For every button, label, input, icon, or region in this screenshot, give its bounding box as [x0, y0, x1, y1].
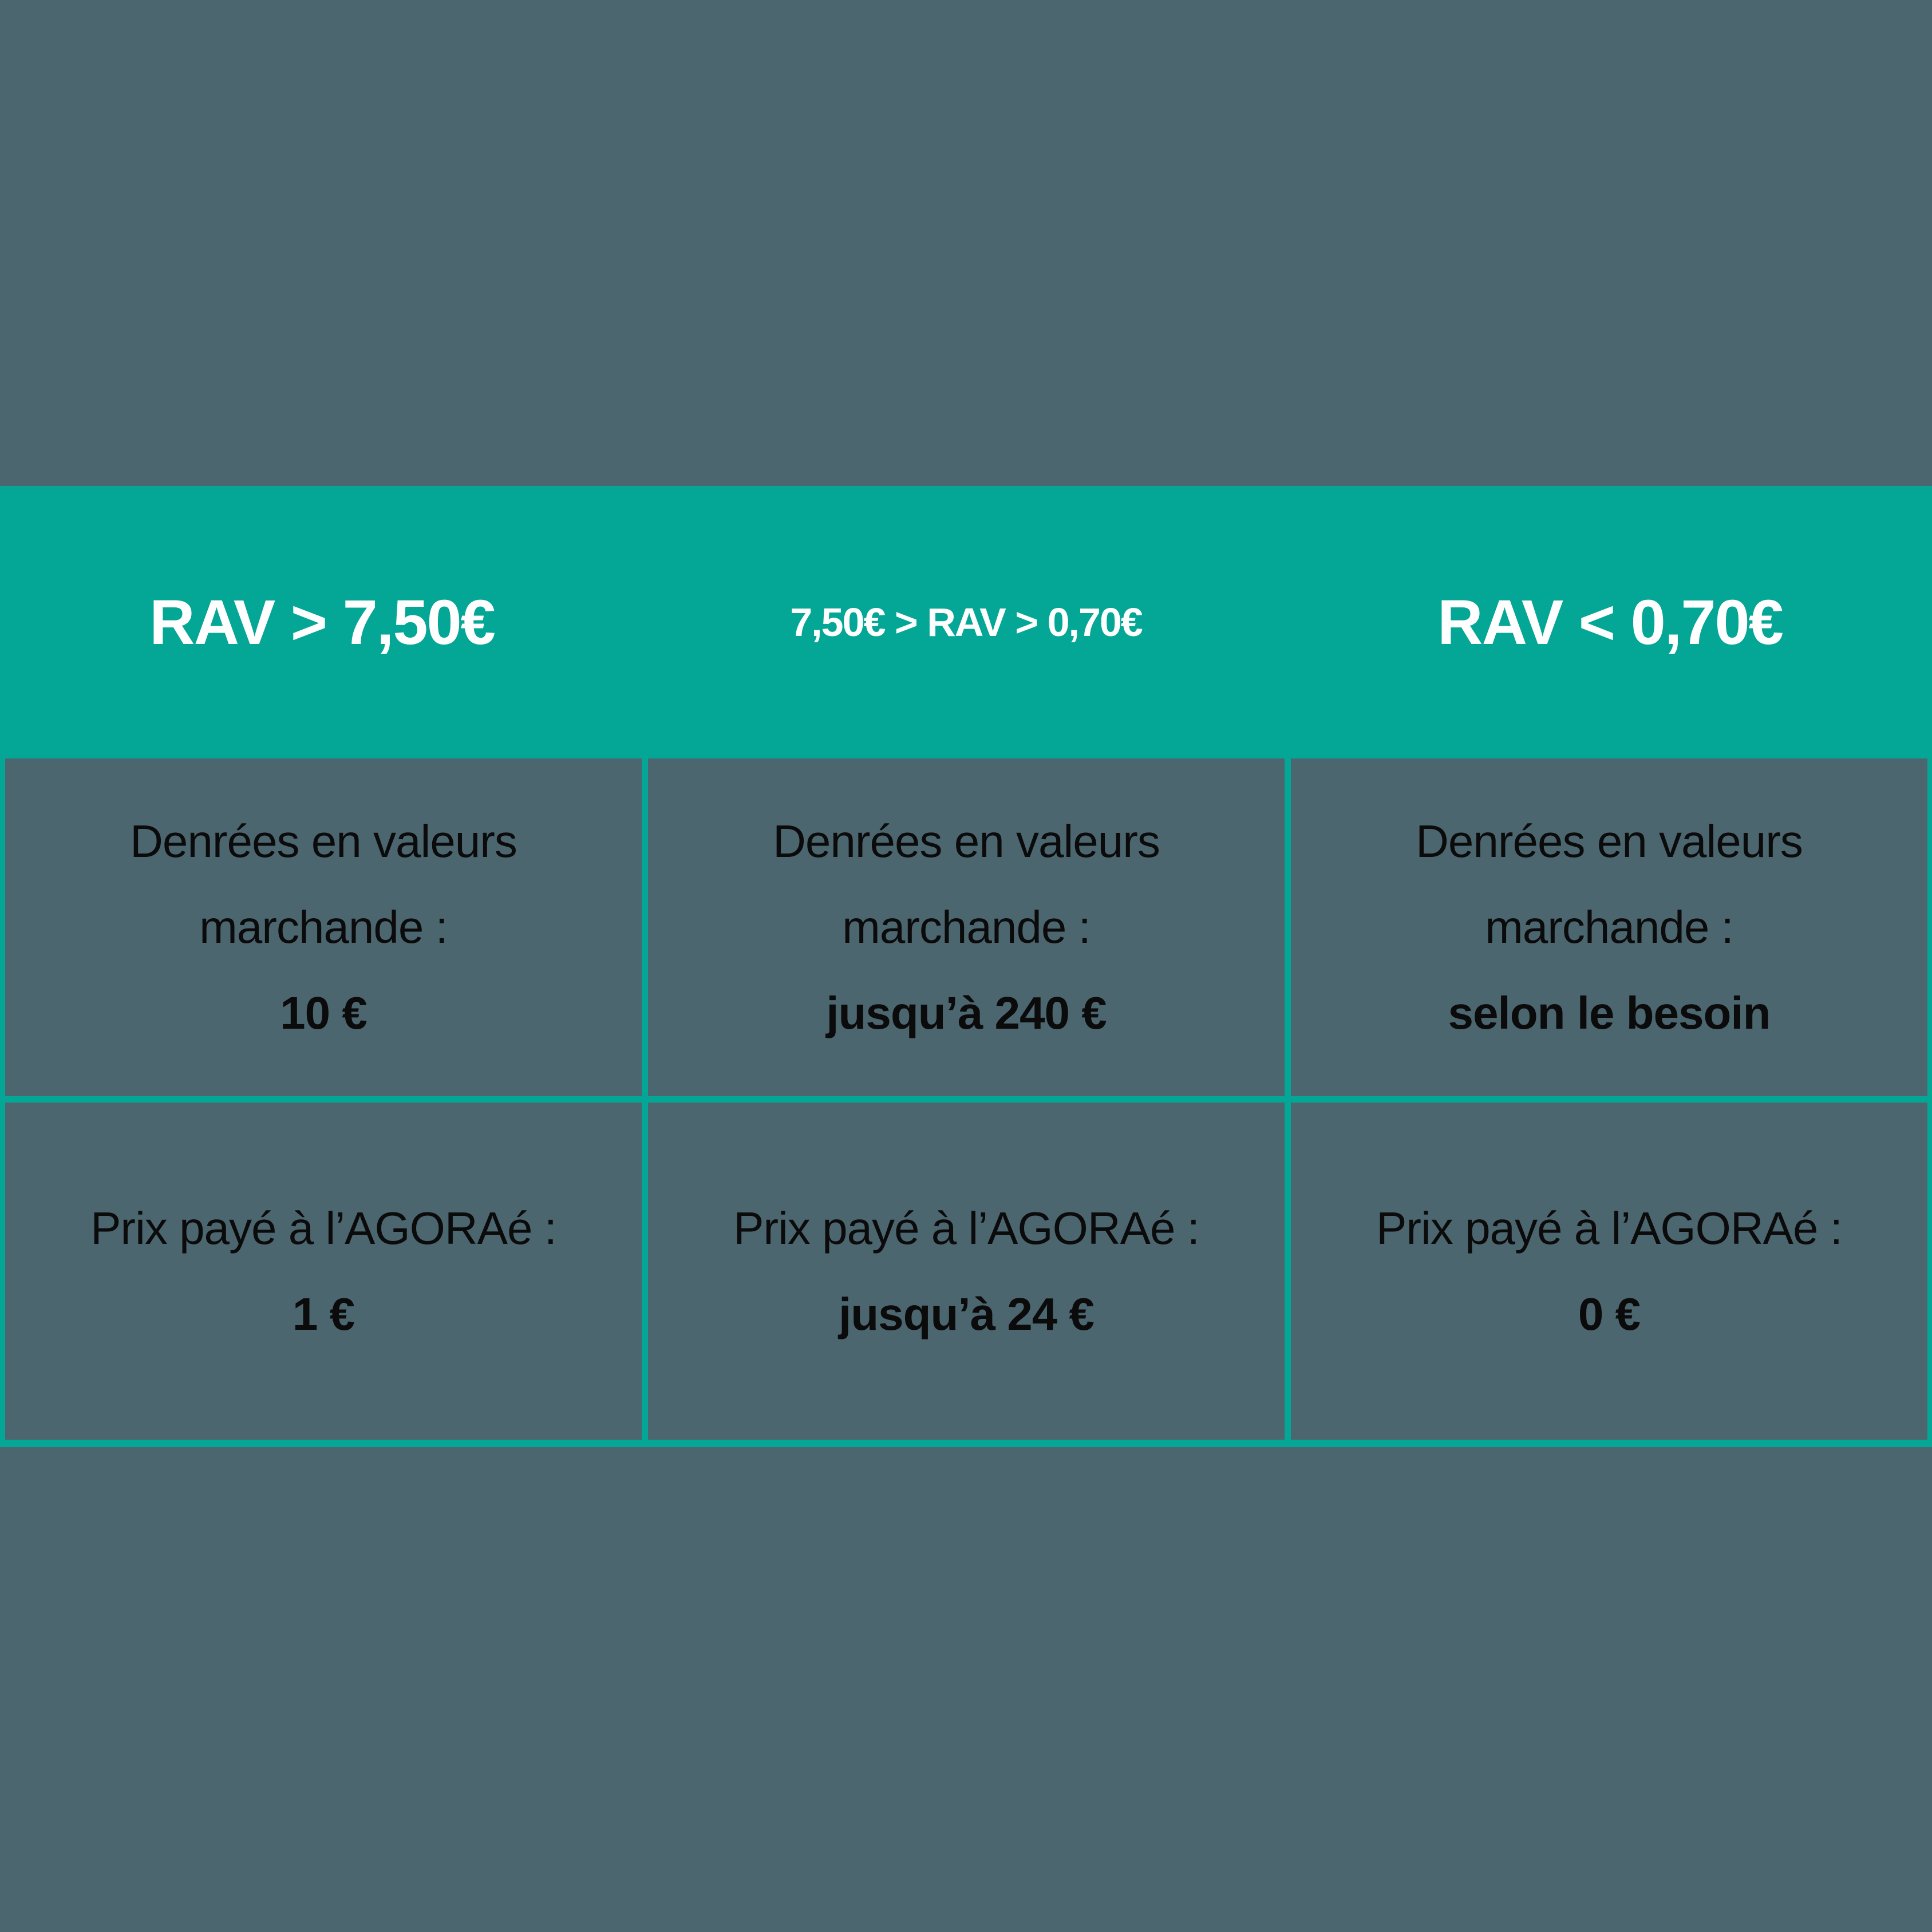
header-col-rav-high: RAV > 7,50€ — [149, 587, 496, 658]
cell-denrees-col1: Denrées en valeurs marchande : 10 € — [5, 758, 642, 1096]
cell-value: 0 € — [1578, 1288, 1641, 1340]
table-body: Denrées en valeurs marchande : 10 € Denr… — [0, 758, 1932, 1447]
cell-denrees-col3: Denrées en valeurs marchande : selon le … — [1291, 758, 1927, 1096]
cell-prix-col1: Prix payé à l’AGORAé : 1 € — [5, 1103, 642, 1440]
cell-line: Denrées en valeurs — [1416, 816, 1803, 867]
cell-value: selon le besoin — [1448, 987, 1771, 1038]
header-col-rav-low: RAV < 0,70€ — [1437, 587, 1784, 658]
cell-value: jusqu’à 24 € — [839, 1288, 1095, 1340]
cell-prix-col3: Prix payé à l’AGORAé : 0 € — [1291, 1103, 1927, 1440]
header-col-rav-mid: 7,50€ > RAV > 0,70€ — [790, 600, 1143, 645]
cell-line: Denrées en valeurs — [130, 816, 517, 867]
cell-value: jusqu’à 240 € — [826, 987, 1107, 1038]
cell-line: Prix payé à l’AGORAé : — [90, 1202, 557, 1254]
cell-line: Prix payé à l’AGORAé : — [733, 1202, 1200, 1254]
cell-line: marchande : — [199, 902, 448, 953]
cell-denrees-col2: Denrées en valeurs marchande : jusqu’à 2… — [648, 758, 1285, 1096]
cell-line: Prix payé à l’AGORAé : — [1376, 1202, 1843, 1254]
cell-value: 10 € — [280, 987, 368, 1038]
cell-prix-col2: Prix payé à l’AGORAé : jusqu’à 24 € — [648, 1103, 1285, 1440]
table-header-row: RAV > 7,50€ 7,50€ > RAV > 0,70€ RAV < 0,… — [0, 486, 1932, 758]
cell-line: Denrées en valeurs — [773, 816, 1160, 867]
cell-value: 1 € — [292, 1288, 355, 1340]
cell-line: marchande : — [842, 902, 1091, 953]
cell-line: marchande : — [1485, 902, 1734, 953]
